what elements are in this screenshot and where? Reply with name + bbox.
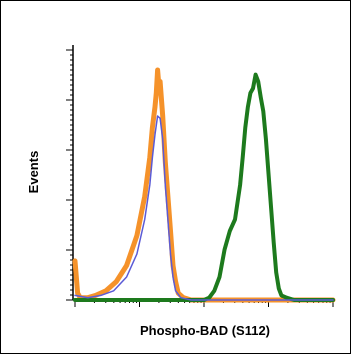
series-group bbox=[72, 67, 336, 303]
series-2-line bbox=[72, 67, 336, 303]
series-3-line bbox=[73, 72, 335, 302]
axis-ticks bbox=[66, 49, 334, 307]
series-1-line bbox=[74, 115, 334, 301]
x-axis-label: Phospho-BAD (S112) bbox=[140, 323, 270, 338]
y-axis-label: Events bbox=[26, 151, 41, 194]
